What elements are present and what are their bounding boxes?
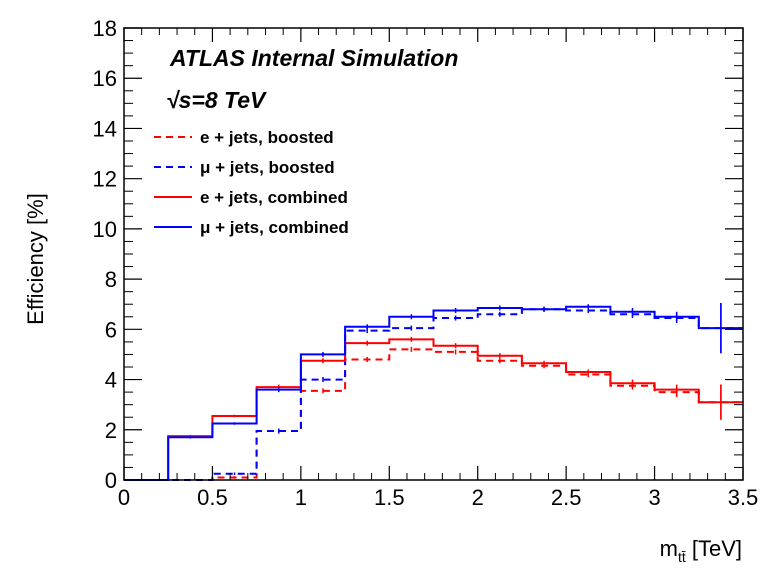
series-line (124, 308, 743, 481)
x-tick-label: 0 (118, 485, 130, 510)
energy-label: √s=8 TeV (166, 87, 267, 113)
y-tick-label: 12 (93, 167, 117, 192)
legend: e + jets, boosted μ + jets, boosted e + je… (154, 128, 349, 237)
x-axis-title-subscript: tt̄ (678, 549, 686, 565)
legend-entry: e + jets, combined (154, 188, 348, 207)
y-tick-label: 18 (93, 16, 117, 41)
series-line (124, 348, 743, 481)
legend-label: e + jets, boosted (200, 128, 334, 147)
y-tick-label: 2 (105, 418, 117, 443)
y-axis-title: Efficiency [%] (23, 193, 48, 325)
legend-label: e + jets, combined (200, 188, 348, 207)
x-tick-label: 1 (295, 485, 307, 510)
y-tick-label: 10 (93, 217, 117, 242)
series-line (124, 338, 743, 481)
legend-label: μ + jets, boosted (200, 158, 335, 177)
y-tick-label: 14 (93, 116, 117, 141)
energy-label-value: =8 TeV (191, 87, 267, 113)
series-layer (124, 302, 743, 481)
series-4-jets-combined (124, 302, 743, 481)
series-3-e-jets-combined (124, 336, 743, 481)
axis-ticks-layer: 0 0.5 1 1.5 2 2.5 3 3.5 0 2 4 6 8 10 12 14 16 18 (93, 16, 759, 510)
x-tick-label: 0.5 (197, 485, 228, 510)
series-2-jets-boosted (124, 302, 743, 481)
x-tick-label: 2.5 (551, 485, 582, 510)
series-line (124, 305, 743, 481)
legend-label: μ + jets, combined (200, 218, 349, 237)
legend-entry: e + jets, boosted (154, 128, 334, 147)
energy-label-sqrt-s: √s (166, 87, 191, 113)
x-tick-label: 1.5 (374, 485, 405, 510)
y-tick-label: 8 (105, 267, 117, 292)
x-tick-label: 2 (472, 485, 484, 510)
y-tick-label: 16 (93, 66, 117, 91)
x-axis-title-main: m (660, 536, 678, 561)
x-tick-label: 3 (648, 485, 660, 510)
x-axis-title: mtt̄ [TeV] (660, 536, 742, 565)
legend-entry: μ + jets, boosted (154, 158, 335, 177)
y-tick-label: 6 (105, 317, 117, 342)
x-tick-label: 3.5 (728, 485, 759, 510)
atlas-label: ATLAS Internal Simulation (169, 45, 458, 71)
series-1-e-jets-boosted (124, 346, 743, 481)
y-tick-label: 0 (105, 468, 117, 493)
x-axis-title-unit: [TeV] (686, 536, 742, 561)
y-tick-label: 4 (105, 368, 117, 393)
legend-entry: μ + jets, combined (154, 218, 349, 237)
